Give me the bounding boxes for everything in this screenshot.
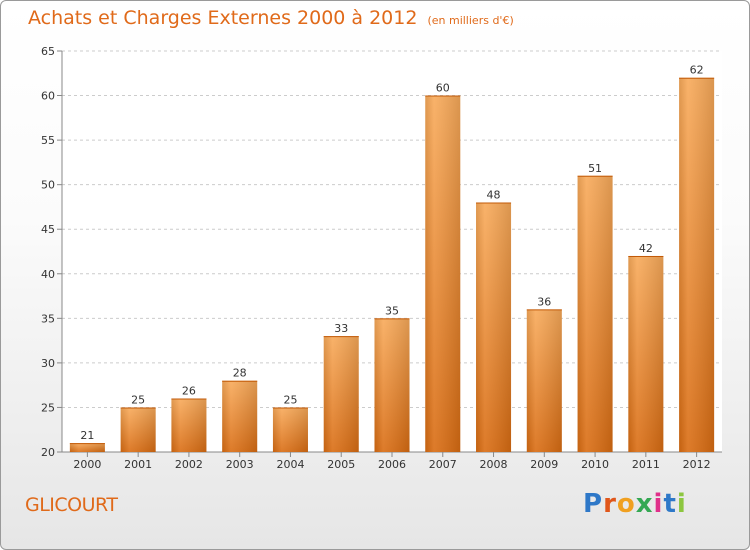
x-tick-label-2002: 2002 [175, 458, 203, 471]
data-label-2004: 25 [283, 393, 297, 406]
bar-shade-2002 [171, 398, 207, 452]
bar-shade-2006 [374, 318, 410, 452]
logo-letter: x [635, 489, 654, 519]
y-tick-label: 45 [41, 223, 55, 236]
bar-shade-2001 [120, 407, 156, 452]
y-tick-label: 55 [41, 134, 55, 147]
logo-letter: i [676, 489, 687, 519]
x-tick-label-2011: 2011 [632, 458, 660, 471]
bar-shade-2009 [526, 309, 562, 452]
x-tick-label-2006: 2006 [378, 458, 406, 471]
x-tick-label-2004: 2004 [276, 458, 304, 471]
y-tick-label: 20 [41, 446, 55, 459]
x-tick-label-2007: 2007 [429, 458, 457, 471]
bar-shade-2004 [272, 407, 308, 452]
bar-shade-2005 [323, 336, 359, 452]
y-tick-label: 35 [41, 312, 55, 325]
x-tick-label-2005: 2005 [327, 458, 355, 471]
y-tick-label: 40 [41, 268, 55, 281]
y-tick-label: 30 [41, 357, 55, 370]
y-tick-label: 25 [41, 401, 55, 414]
proxiti-logo[interactable]: Proxiti [583, 489, 687, 519]
bar-shade-2000 [69, 443, 105, 452]
data-label-2005: 33 [334, 322, 348, 335]
bar-shade-2010 [577, 175, 613, 452]
town-name: GLICOURT [25, 494, 118, 516]
x-tick-label-2010: 2010 [581, 458, 609, 471]
data-label-2009: 36 [537, 295, 551, 308]
chart-title-text: Achats et Charges Externes 2000 à 2012 [28, 7, 418, 29]
bar-shade-2007 [425, 95, 461, 453]
data-label-2010: 51 [588, 162, 602, 175]
data-label-2012: 62 [690, 64, 704, 77]
data-label-2008: 48 [487, 188, 501, 201]
y-tick-label: 60 [41, 90, 55, 103]
logo-letter: o [616, 489, 636, 519]
y-tick-label: 65 [41, 45, 55, 58]
x-tick-label-2009: 2009 [530, 458, 558, 471]
bar-shade-2012 [679, 77, 715, 452]
bar-shade-2008 [476, 202, 512, 452]
chart-title: Achats et Charges Externes 2000 à 2012 (e… [28, 7, 514, 29]
data-label-2006: 35 [385, 304, 399, 317]
data-label-2003: 28 [233, 367, 247, 380]
x-tick-label-2000: 2000 [73, 458, 101, 471]
data-label-2001: 25 [131, 393, 145, 406]
x-tick-label-2008: 2008 [480, 458, 508, 471]
data-label-2000: 21 [80, 429, 94, 442]
logo-letter: P [583, 489, 604, 519]
data-label-2002: 26 [182, 385, 196, 398]
y-tick-label: 50 [41, 179, 55, 192]
logo-letter: t [663, 489, 677, 519]
x-tick-label-2003: 2003 [226, 458, 254, 471]
bar-shade-2011 [628, 255, 664, 452]
data-label-2007: 60 [436, 82, 450, 95]
x-tick-label-2012: 2012 [683, 458, 711, 471]
x-tick-label-2001: 2001 [124, 458, 152, 471]
logo-letter: i [653, 489, 664, 519]
logo-letter: r [603, 489, 617, 519]
bar-shade-2003 [222, 380, 258, 452]
chart-subtitle: (en milliers d'€) [427, 14, 514, 27]
data-label-2011: 42 [639, 242, 653, 255]
